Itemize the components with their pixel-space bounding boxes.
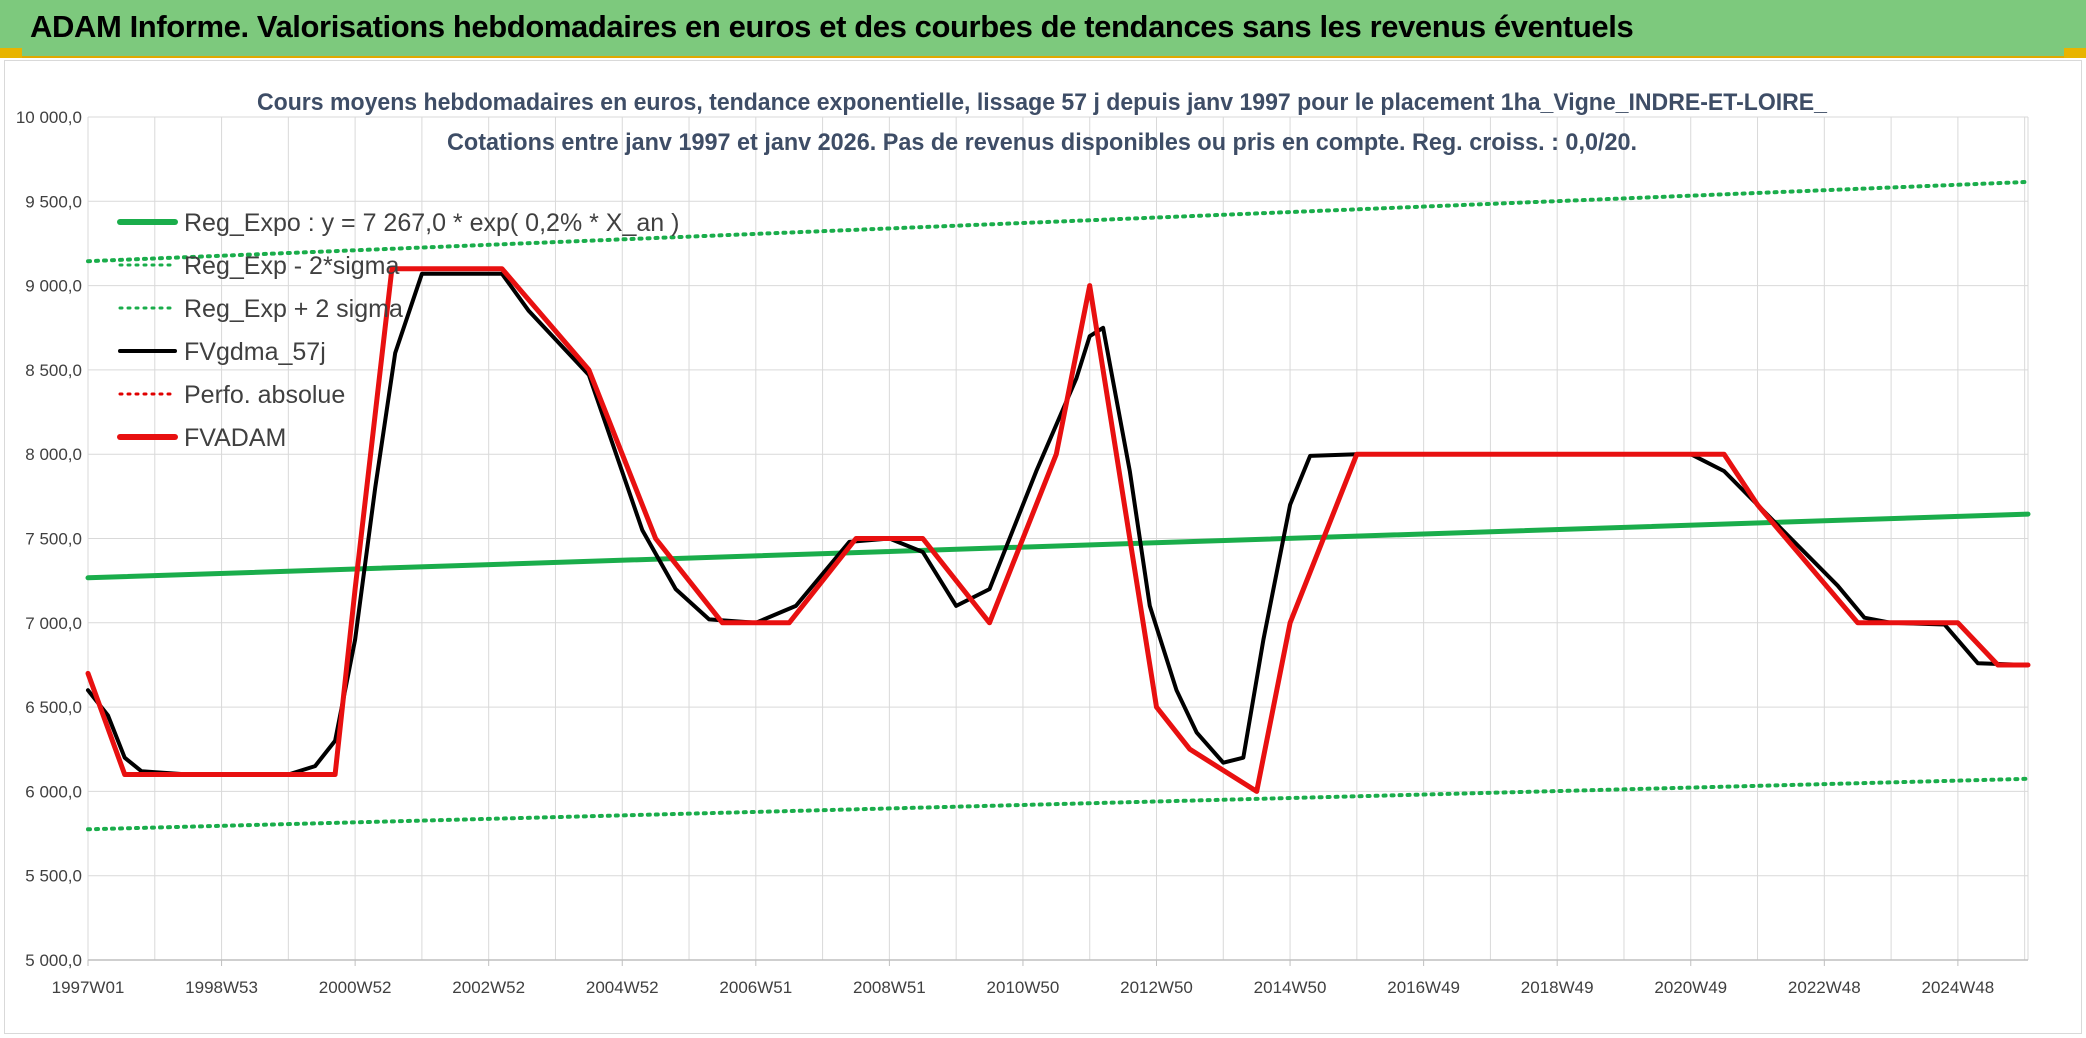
chart-axes: 5 000,0 5 500,0 6 000,0 6 500,0 7 000,0 7 500…: [16, 108, 2028, 997]
y-tick-label: 5 500,0: [25, 867, 82, 886]
x-tick-label: 2002W52: [452, 978, 525, 997]
report-title: ADAM Informe. Valorisations hebdomadaire…: [30, 9, 1634, 44]
y-tick-label: 6 000,0: [25, 782, 82, 801]
legend-label: Perfo. absolue: [184, 381, 345, 409]
legend-label: FVgdma_57j: [184, 338, 326, 366]
series-line-5: [85, 266, 2031, 794]
title-banner: ADAM Informe. Valorisations hebdomadaire…: [0, 0, 2086, 58]
series-line-1: [86, 776, 2030, 832]
legend-label: Reg_Exp - 2*sigma: [184, 252, 399, 280]
y-tick-label: 8 500,0: [25, 361, 82, 380]
series-line-0: [85, 511, 2031, 581]
x-tick-label: 2010W50: [987, 978, 1060, 997]
y-tick-label: 9 000,0: [25, 277, 82, 296]
banner-accent-right: [2064, 48, 2086, 58]
x-tick-label: 2006W51: [719, 978, 792, 997]
x-tick-label: 2016W49: [1387, 978, 1460, 997]
y-tick-label: 8 000,0: [25, 445, 82, 464]
x-tick-label: 1997W01: [52, 978, 125, 997]
y-tick-label: 7 500,0: [25, 530, 82, 549]
legend-label: FVADAM: [184, 424, 286, 452]
series-line-2: [86, 179, 2030, 264]
x-tick-label: 2004W52: [586, 978, 659, 997]
x-tick-label: 2020W49: [1654, 978, 1727, 997]
chart-grid: [87, 116, 2029, 961]
legend-label: Reg_Expo : y = 7 267,0 * exp( 0,2% * X_a…: [184, 209, 679, 237]
x-tick-label: 2000W52: [319, 978, 392, 997]
y-tick-label: 9 500,0: [25, 192, 82, 211]
legend-label: Reg_Exp + 2 sigma: [184, 295, 403, 323]
y-tick-label: 10 000,0: [16, 108, 82, 127]
x-tick-label: 1998W53: [185, 978, 258, 997]
chart-title: Cours moyens hebdomadaires en euros, ten…: [257, 89, 1828, 116]
y-tick-label: 6 500,0: [25, 698, 82, 717]
x-tick-label: 2024W48: [1921, 978, 1994, 997]
chart-legend: Reg_Expo : y = 7 267,0 * exp( 0,2% * X_a…: [117, 209, 679, 452]
x-tick-label: 2022W48: [1788, 978, 1861, 997]
chart-frame: [4, 60, 2082, 1034]
banner-accent-left: [0, 48, 22, 58]
y-tick-label: 7 000,0: [25, 614, 82, 633]
chart-subtitle: Cotations entre janv 1997 et janv 2026. …: [447, 129, 1637, 156]
x-tick-label: 2014W50: [1254, 978, 1327, 997]
y-tick-label: 5 000,0: [25, 951, 82, 970]
x-tick-label: 2008W51: [853, 978, 926, 997]
x-tick-label: 2018W49: [1521, 978, 1594, 997]
chart-series: [85, 179, 2031, 832]
x-tick-label: 2012W50: [1120, 978, 1193, 997]
